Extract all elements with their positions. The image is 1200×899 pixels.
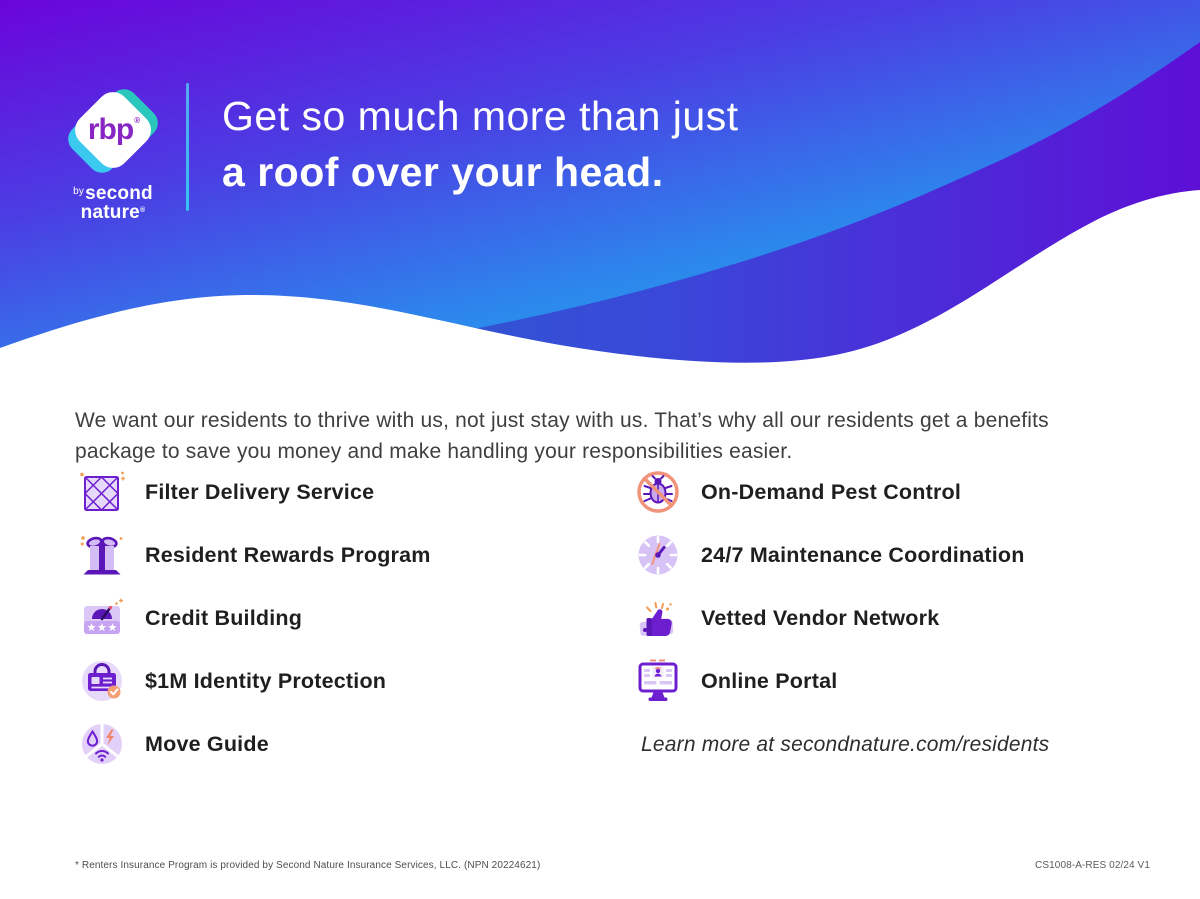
benefit-label: Online Portal (701, 668, 838, 693)
logo-brand-text: rbp ® (87, 113, 140, 146)
rbp-logo-mark: rbp ® (62, 78, 164, 182)
footer-document-code: CS1008-A-RES 02/24 V1 (1035, 860, 1150, 871)
benefit-label: $1M Identity Protection (145, 668, 387, 693)
benefit-online-portal: Online Portal (634, 657, 837, 705)
benefit-label: Move Guide (145, 731, 269, 756)
credit-meter-icon (78, 594, 126, 642)
headline-line-2: a roof over your head. (222, 149, 664, 195)
registered-mark: ® (134, 115, 140, 125)
footer-disclaimer: * Renters Insurance Program is provided … (75, 860, 541, 871)
headline: Get so much more than just a roof over y… (222, 88, 739, 200)
thumbs-up-icon (634, 594, 682, 642)
benefit-credit-building: Credit Building (78, 594, 302, 642)
filter-icon (78, 468, 126, 516)
clock-icon (634, 531, 682, 579)
registered-mark: ® (139, 207, 146, 214)
benefit-move-guide: Move Guide (78, 720, 269, 768)
logo-byline: bysecond nature® (73, 183, 153, 223)
brand-logo: rbp ® bysecond nature® (62, 78, 164, 223)
headline-line-1: Get so much more than just (222, 93, 739, 139)
learn-more-text: Learn more at secondnature.com/residents (641, 733, 1050, 756)
benefit-resident-rewards: Resident Rewards Program (78, 531, 431, 579)
pest-control-icon (634, 468, 682, 516)
identity-lock-icon (78, 657, 126, 705)
benefit-label: Resident Rewards Program (145, 542, 431, 567)
benefit-filter-delivery: Filter Delivery Service (78, 468, 374, 516)
benefit-identity-protection: $1M Identity Protection (78, 657, 386, 705)
benefit-label: Vetted Vendor Network (701, 605, 940, 630)
benefit-label: On-Demand Pest Control (701, 479, 962, 504)
monitor-icon (634, 657, 682, 705)
benefit-label: Filter Delivery Service (145, 479, 375, 504)
header-wave-graphic (0, 0, 1200, 400)
benefit-pest-control: On-Demand Pest Control (634, 468, 961, 516)
benefit-label: 24/7 Maintenance Coordination (701, 542, 1025, 567)
benefit-maintenance: 24/7 Maintenance Coordination (634, 531, 1025, 579)
benefit-label: Credit Building (145, 605, 303, 630)
header-divider-line (186, 83, 189, 211)
gift-icon (78, 531, 126, 579)
intro-paragraph: We want our residents to thrive with us,… (75, 409, 1049, 463)
move-utilities-icon (78, 720, 126, 768)
benefit-vendor-network: Vetted Vendor Network (634, 594, 939, 642)
